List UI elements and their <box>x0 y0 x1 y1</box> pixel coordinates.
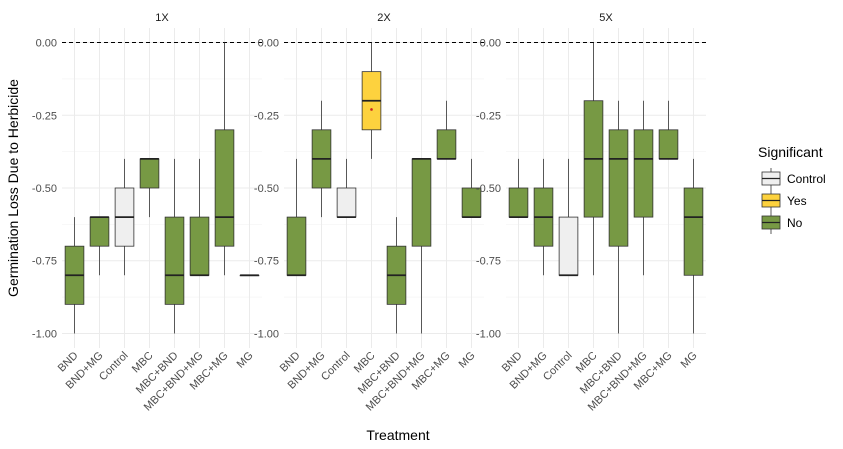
y-tick-label: -0.50 <box>32 183 57 195</box>
box-1x-mbc <box>139 158 160 218</box>
y-tick-label: -0.25 <box>254 110 279 122</box>
box-5x-bnd-plus-mg <box>533 158 554 276</box>
legend-title: Significant <box>758 144 823 160</box>
panel-2x: 2X0.00-0.25-0.50-0.75-1.00BNDBND+MGContr… <box>254 12 484 413</box>
y-tick-label: -0.75 <box>254 256 279 268</box>
panel-1x: 1X0.00-0.25-0.50-0.75-1.00BNDBND+MGContr… <box>32 12 262 413</box>
box-iqr <box>683 187 704 276</box>
x-tick-label: MG <box>235 350 256 371</box>
y-tick-label: -1.00 <box>254 328 279 340</box>
box-5x-bnd <box>508 158 529 218</box>
y-tick-label: 0.00 <box>258 38 279 50</box>
y-tick-label: -0.75 <box>476 256 501 268</box>
box-iqr <box>139 158 160 189</box>
box-iqr <box>214 129 235 247</box>
box-iqr <box>411 158 432 247</box>
y-tick-label: -0.50 <box>254 183 279 195</box>
box-1x-mbc-plus-bnd-plus-mg <box>189 158 210 277</box>
box-1x-control <box>114 158 135 276</box>
box-1x-mbc-plus-bnd <box>164 158 185 334</box>
y-tick-label: -1.00 <box>32 328 57 340</box>
box-5x-mbc <box>583 42 604 276</box>
box-5x-control <box>558 158 579 277</box>
box-5x-mbc-plus-bnd-plus-mg <box>633 100 654 276</box>
box-2x-mbc <box>361 42 382 159</box>
legend-label: Yes <box>787 194 807 208</box>
x-tick-label: MG <box>457 350 478 371</box>
box-2x-control <box>336 158 357 218</box>
box-5x-mbc-plus-bnd <box>608 100 629 334</box>
box-2x-mbc-plus-bnd <box>386 217 407 334</box>
panel-title: 2X <box>377 12 391 24</box>
panel-5x: 5X0.00-0.25-0.50-0.75-1.00BNDBND+MGContr… <box>476 12 706 413</box>
legend: Control Yes No <box>761 168 826 234</box>
box-1x-mg <box>239 274 260 277</box>
y-tick-label: -0.25 <box>476 110 501 122</box>
box-iqr <box>508 187 529 218</box>
box-2x-bnd <box>286 158 307 277</box>
box-iqr <box>286 216 307 276</box>
box-iqr <box>608 129 629 247</box>
box-iqr <box>558 216 579 276</box>
y-tick-label: 0.00 <box>36 38 57 50</box>
legend-label: No <box>787 216 803 230</box>
box-1x-mbc-plus-mg <box>214 42 235 276</box>
y-tick-label: -0.25 <box>32 110 57 122</box>
legend-label: Control <box>787 172 826 186</box>
box-iqr <box>89 216 110 247</box>
box-2x-mbc-plus-bnd-plus-mg <box>411 158 432 334</box>
box-1x-bnd-plus-mg <box>89 216 110 276</box>
y-axis-title: Germination Loss Due to Herbicide <box>5 79 21 297</box>
y-tick-label: 0.00 <box>480 38 501 50</box>
box-1x-bnd <box>64 217 85 334</box>
box-2x-mbc-plus-mg <box>436 100 457 160</box>
box-5x-mbc-plus-mg <box>658 100 679 160</box>
mean-point <box>370 108 373 111</box>
box-iqr <box>164 216 185 305</box>
x-axis-title: Treatment <box>366 427 429 443</box>
box-2x-bnd-plus-mg <box>311 100 332 218</box>
y-tick-label: -0.50 <box>476 183 501 195</box>
panel-title: 5X <box>599 12 613 24</box>
box-iqr <box>633 129 654 218</box>
box-iqr <box>658 129 679 160</box>
box-5x-mg <box>683 158 704 334</box>
legend-entry-yes: Yes <box>761 190 807 212</box>
y-tick-label: -0.75 <box>32 256 57 268</box>
legend-entry-no: No <box>761 212 803 234</box>
x-tick-label: MG <box>679 350 700 371</box>
y-tick-label: -1.00 <box>476 328 501 340</box>
box-iqr <box>189 216 210 276</box>
panel-title: 1X <box>155 12 169 24</box>
box-2x-mg <box>461 158 482 218</box>
box-iqr <box>436 129 457 160</box>
box-iqr <box>336 187 357 218</box>
legend-entry-control: Control <box>761 168 826 190</box>
